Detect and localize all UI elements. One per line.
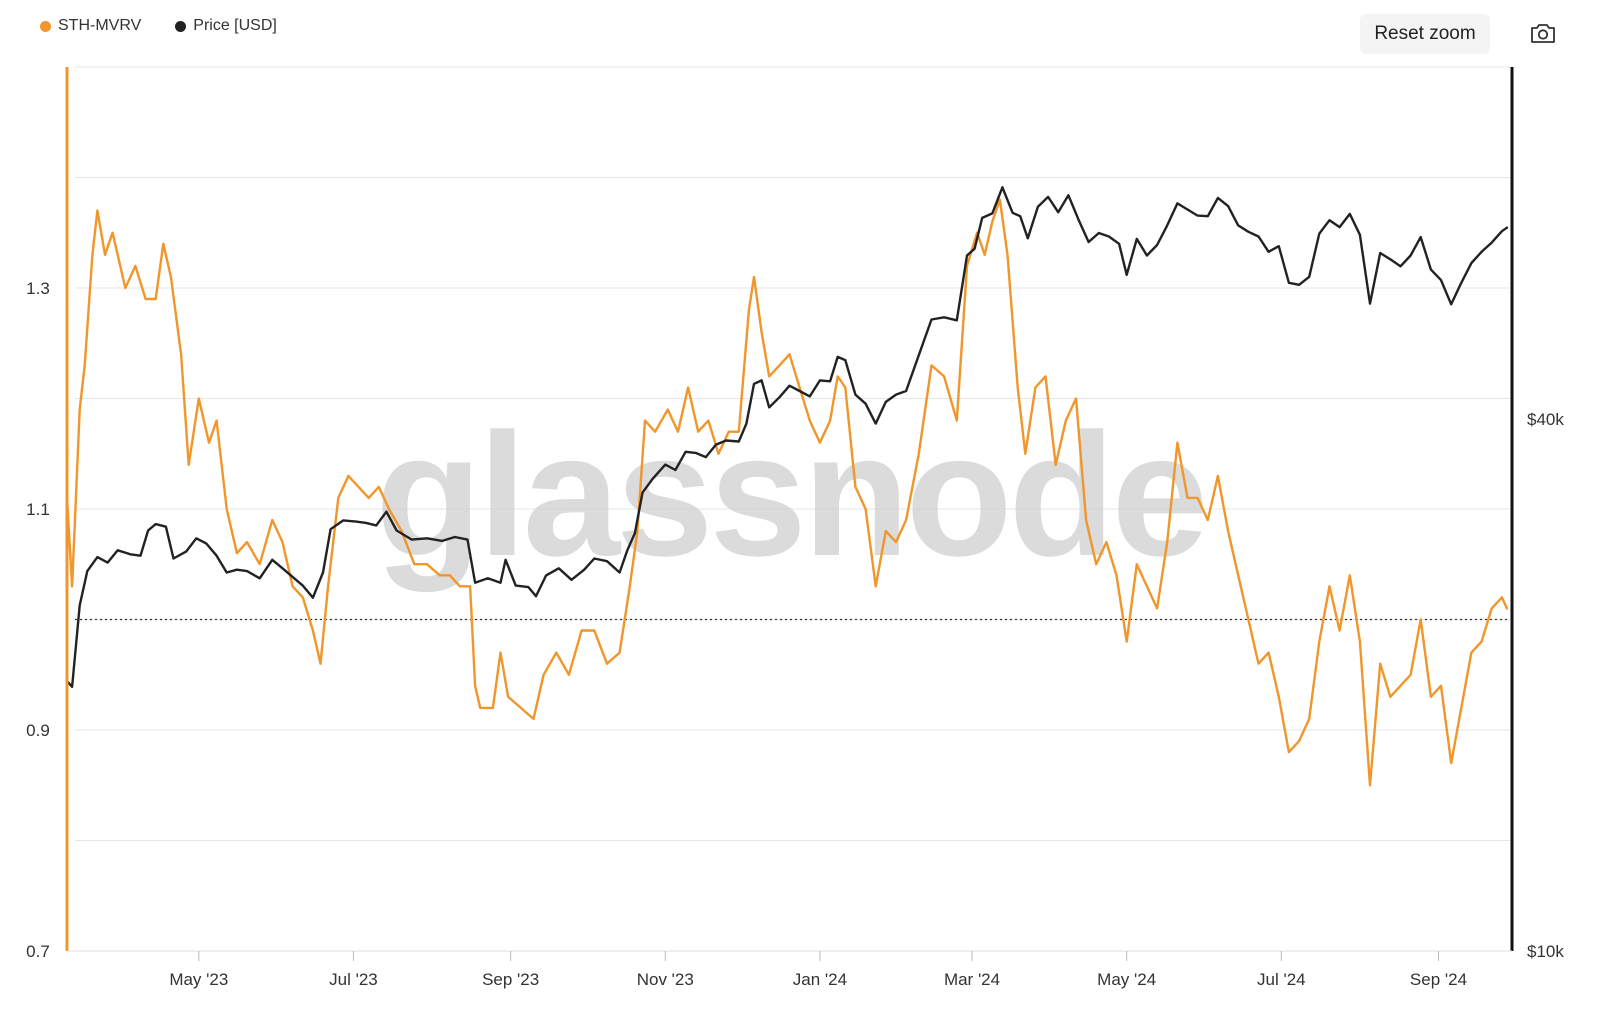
tick-labels: May '23 Jul '23 Sep '23 Nov '23 Jan '24 Mar '… (26, 279, 1564, 989)
y-left-tick-label: 0.7 (26, 942, 50, 961)
legend-label-sth-mvrv: STH-MVRV (58, 17, 142, 34)
watermark: glassnode (375, 398, 1205, 593)
x-tick-label: Sep '23 (482, 970, 539, 989)
series-layer (65, 186, 1509, 787)
legend-item-sth-mvrv[interactable]: STH-MVRV (40, 17, 141, 35)
legend: STH-MVRV Price [USD] (40, 17, 277, 35)
x-tick-label: Jul '24 (1257, 970, 1306, 989)
x-tick-label: May '23 (169, 970, 228, 989)
legend-label-price: Price [USD] (193, 17, 277, 34)
series-line-price (65, 186, 1509, 688)
camera-icon[interactable] (1530, 22, 1556, 44)
x-tick-label: Mar '24 (944, 970, 1000, 989)
legend-dot-sth-mvrv (40, 20, 51, 32)
y-left-tick-label: 1.3 (26, 279, 50, 298)
x-tick-label: Jul '23 (329, 970, 378, 989)
x-tick-label: Sep '24 (1410, 970, 1467, 989)
y-left-tick-label: 1.1 (26, 500, 50, 519)
y-left-tick-label: 0.9 (26, 721, 50, 740)
y-right-tick-label: $10k (1527, 942, 1564, 961)
y-right-tick-label: $40k (1527, 410, 1564, 429)
reset-zoom-button[interactable]: Reset zoom (1360, 14, 1490, 54)
legend-item-price[interactable]: Price [USD] (175, 17, 277, 35)
axes (65, 67, 1514, 961)
x-tick-label: Nov '23 (637, 970, 694, 989)
legend-dot-price (175, 20, 187, 32)
x-tick-label: Jan '24 (793, 970, 847, 989)
x-tick-label: May '24 (1097, 970, 1156, 989)
series-line-sth-mvrv (65, 198, 1509, 787)
